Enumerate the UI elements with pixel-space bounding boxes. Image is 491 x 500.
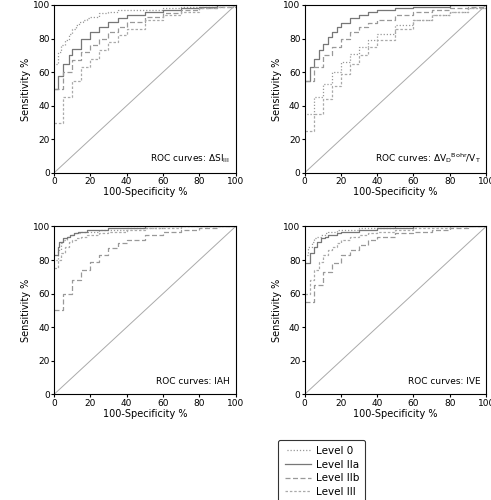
Text: ROC curves: IAH: ROC curves: IAH <box>156 377 230 386</box>
Y-axis label: Sensitivity %: Sensitivity % <box>272 58 282 120</box>
X-axis label: 100-Specificity %: 100-Specificity % <box>103 409 187 419</box>
X-axis label: 100-Specificity %: 100-Specificity % <box>353 409 437 419</box>
X-axis label: 100-Specificity %: 100-Specificity % <box>353 188 437 198</box>
Y-axis label: Sensitivity %: Sensitivity % <box>21 58 31 120</box>
Text: ROC curves: $\Delta$V$_\mathregular{D}$$^{\mathregular{Bohr}}$/V$_\mathregular{T: ROC curves: $\Delta$V$_\mathregular{D}$$… <box>375 150 481 164</box>
Legend: Level 0, Level IIa, Level IIb, Level III: Level 0, Level IIa, Level IIb, Level III <box>278 440 365 500</box>
Y-axis label: Sensitivity %: Sensitivity % <box>21 279 31 342</box>
Text: ROC curves: IVE: ROC curves: IVE <box>408 377 481 386</box>
Y-axis label: Sensitivity %: Sensitivity % <box>272 279 282 342</box>
Text: ROC curves: $\Delta$SI$_\mathregular{III}$: ROC curves: $\Delta$SI$_\mathregular{III… <box>150 152 230 164</box>
X-axis label: 100-Specificity %: 100-Specificity % <box>103 188 187 198</box>
